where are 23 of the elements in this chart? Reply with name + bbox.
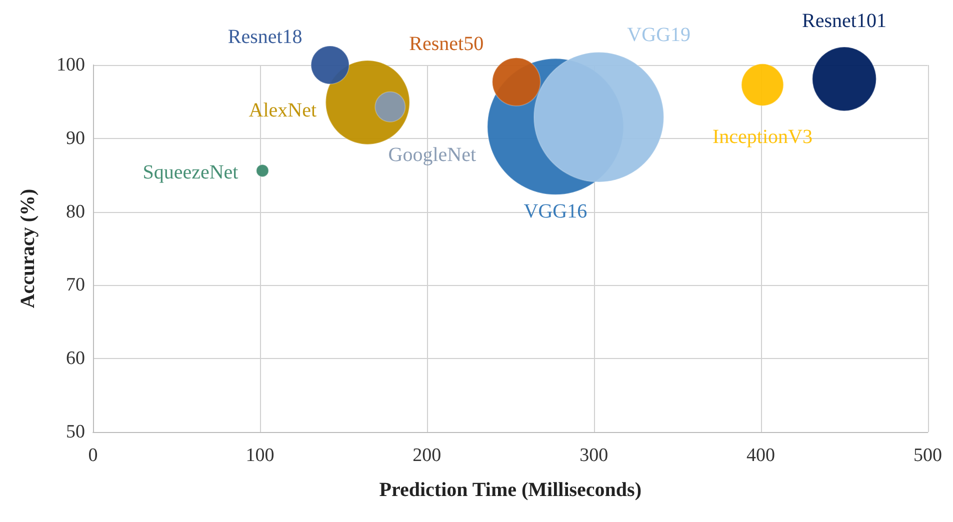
y-axis-title: Accuracy (%) bbox=[17, 188, 39, 308]
y-tick-label: 90 bbox=[66, 128, 85, 149]
x-tick-label: 200 bbox=[412, 445, 442, 466]
x-tick-label: 100 bbox=[246, 445, 274, 466]
series-label: Resnet101 bbox=[802, 10, 886, 32]
series-label: AlexNet bbox=[248, 99, 317, 122]
series-label: Resnet50 bbox=[409, 32, 484, 55]
x-tick-label: 0 bbox=[88, 445, 98, 466]
series-label: SqueezeNet bbox=[142, 162, 239, 184]
y-tick-label: 80 bbox=[66, 201, 85, 222]
series-label: GoogleNet bbox=[388, 144, 476, 166]
series-label: Resnet18 bbox=[228, 26, 302, 48]
y-tick-label: 60 bbox=[66, 348, 85, 370]
series-label: InceptionV3 bbox=[712, 126, 812, 148]
series-label: VGG16 bbox=[524, 200, 588, 223]
y-tick-label: 50 bbox=[66, 422, 85, 442]
series-label: VGG19 bbox=[627, 24, 691, 46]
x-tick-label: 500 bbox=[914, 445, 942, 466]
x-tick-label: 300 bbox=[580, 445, 608, 466]
x-tick-label: 400 bbox=[746, 445, 776, 466]
x-axis-title: Prediction Time (Milliseconds) bbox=[379, 479, 642, 501]
y-tick-label: 70 bbox=[66, 274, 85, 296]
y-tick-label: 100 bbox=[56, 54, 85, 76]
